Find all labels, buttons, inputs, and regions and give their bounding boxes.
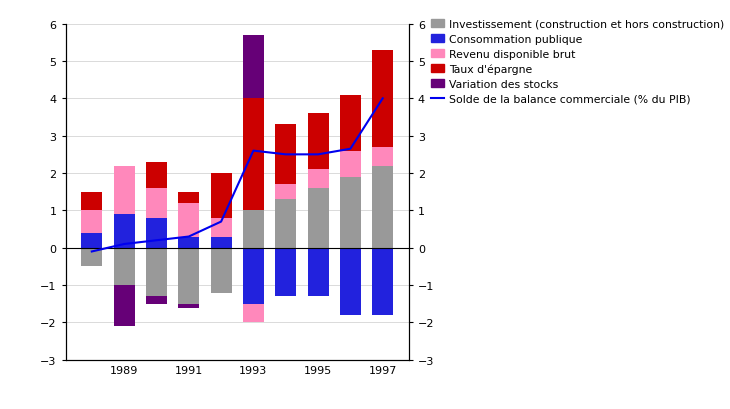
Bar [146, 248, 167, 297]
Bar [275, 125, 296, 185]
Legend: Investissement (construction et hors construction), Consommation publique, Reven: Investissement (construction et hors con… [429, 18, 727, 107]
Bar [178, 203, 199, 237]
Bar [275, 185, 296, 200]
Bar [307, 248, 328, 297]
Bar [114, 215, 134, 248]
Bar [210, 173, 231, 218]
Bar [146, 189, 167, 218]
Bar [210, 237, 231, 248]
Bar [307, 114, 328, 170]
Bar [114, 166, 134, 215]
Bar [81, 211, 102, 233]
Bar [146, 162, 167, 189]
Bar [210, 218, 231, 237]
Bar [243, 248, 264, 304]
Bar [81, 248, 102, 267]
Bar [340, 248, 361, 315]
Bar [81, 233, 102, 248]
Bar [178, 192, 199, 203]
Bar [372, 248, 393, 315]
Bar [372, 51, 393, 148]
Bar [114, 248, 134, 285]
Bar [243, 304, 264, 323]
Bar [243, 99, 264, 211]
Bar [307, 170, 328, 189]
Bar [243, 36, 264, 99]
Bar [243, 211, 264, 248]
Bar [372, 148, 393, 166]
Bar [146, 218, 167, 248]
Bar [340, 178, 361, 248]
Bar [210, 248, 231, 293]
Bar [178, 304, 199, 308]
Bar [114, 285, 134, 326]
Bar [178, 237, 199, 248]
Bar [340, 151, 361, 178]
Bar [340, 95, 361, 151]
Bar [307, 189, 328, 248]
Bar [178, 248, 199, 304]
Bar [275, 200, 296, 248]
Bar [146, 297, 167, 304]
Bar [372, 166, 393, 248]
Bar [275, 248, 296, 297]
Bar [81, 192, 102, 211]
